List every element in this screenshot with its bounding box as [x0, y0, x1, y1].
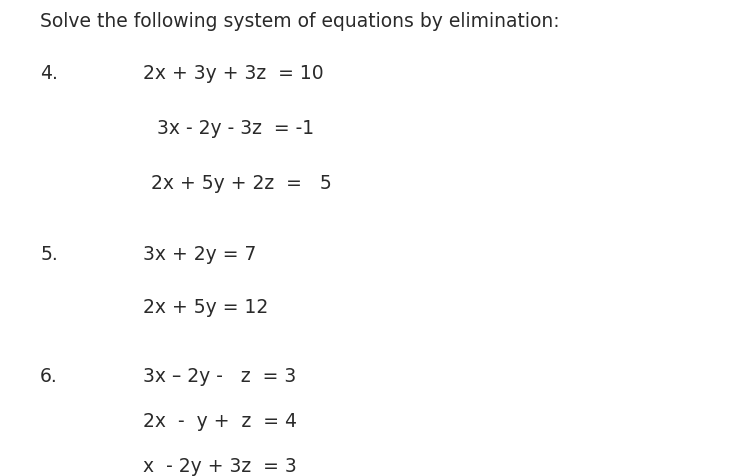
Text: 2x  -  y +  z  = 4: 2x - y + z = 4	[143, 412, 297, 431]
Text: 4.: 4.	[40, 64, 58, 83]
Text: Solve the following system of equations by elimination:: Solve the following system of equations …	[40, 12, 560, 31]
Text: 2x + 5y + 2z  =   5: 2x + 5y + 2z = 5	[151, 174, 332, 193]
Text: 6.: 6.	[40, 367, 58, 386]
Text: x  - 2y + 3z  = 3: x - 2y + 3z = 3	[143, 457, 296, 476]
Text: 3x + 2y = 7: 3x + 2y = 7	[143, 245, 256, 264]
Text: 3x – 2y -   z  = 3: 3x – 2y - z = 3	[143, 367, 296, 386]
Text: 5.: 5.	[40, 245, 58, 264]
Text: 2x + 3y + 3z  = 10: 2x + 3y + 3z = 10	[143, 64, 323, 83]
Text: 3x - 2y - 3z  = -1: 3x - 2y - 3z = -1	[157, 119, 314, 138]
Text: 2x + 5y = 12: 2x + 5y = 12	[143, 298, 268, 317]
